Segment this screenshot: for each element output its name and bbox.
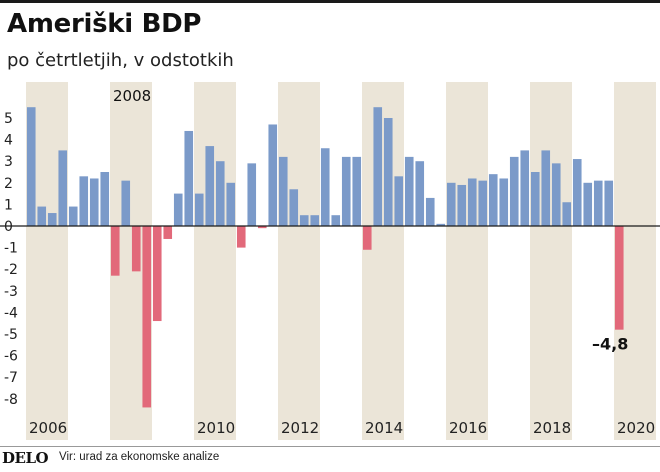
bar [152,226,162,322]
y-tick-label: -5 [4,327,18,343]
bar [194,193,204,226]
bar [446,182,456,226]
source-note: Vir: urad za ekonomske analize [59,451,220,463]
bar [383,118,393,226]
year-bands [26,82,656,440]
bar [394,176,404,226]
bar [467,178,477,226]
bar [530,172,540,226]
year-band [362,82,404,440]
y-tick-labels: 5 4 3 2 1 0 -1 -2 -3 -4 -5 -6 -7 -8 [4,111,18,408]
bar [436,223,446,226]
x-tick-label: 2020 [617,419,655,437]
year-band [446,82,488,440]
bar [541,150,551,226]
bar [478,180,488,226]
y-tick-label: -4 [4,305,18,321]
bar [352,156,362,226]
x-tick-label: 2014 [365,419,403,437]
y-tick-label: -1 [4,241,18,257]
bar [26,107,36,226]
bar [278,156,288,226]
y-tick-label: -8 [4,392,18,408]
y-tick-label: 3 [4,154,13,170]
bar [373,107,383,226]
year-band [278,82,320,440]
year-2008-annotation: 2008 [113,87,151,105]
y-tick-label: -3 [4,284,18,300]
y-tick-label: 5 [4,111,13,127]
delo-logo: DELO [2,449,49,467]
y-tick-label: 1 [4,197,13,213]
bar [331,215,341,226]
bar [110,226,120,276]
footer-rule [0,446,660,447]
bar [457,184,467,226]
top-rule [0,0,660,3]
bar [142,226,152,408]
chart-title: Ameriški BDP [7,9,202,39]
x-tick-label: 2012 [281,419,319,437]
bar [614,226,624,330]
bar [572,159,582,226]
bar [236,226,246,248]
bar [509,156,519,226]
bar [341,156,351,226]
bars [26,107,624,408]
bar [163,226,173,239]
bar [583,182,593,226]
bar [289,189,299,226]
bar [562,202,572,226]
y-tick-label: -2 [4,262,18,278]
bar [215,161,225,226]
latest-value-label: –4,8 [592,335,628,354]
bar [415,161,425,226]
bar [257,226,267,229]
bar [184,130,194,226]
bar [131,226,141,272]
bar [79,176,89,226]
x-tick-label: 2010 [197,419,235,437]
x-tick-label: 2018 [533,419,571,437]
bar [37,206,47,226]
bar [320,148,330,226]
x-tick-label: 2016 [449,419,487,437]
bar [58,150,68,226]
bar [425,197,435,226]
bar [499,178,509,226]
bar [68,206,78,226]
y-tick-label: -7 [4,370,18,386]
bar [488,174,498,226]
bar [593,180,603,226]
bar [247,163,257,226]
x-tick-label: 2006 [29,419,67,437]
bar [310,215,320,226]
year-band [194,82,236,440]
bar [362,226,372,250]
bar [299,215,309,226]
chart-subtitle: po četrtletjih, v odstotkih [7,50,234,71]
bar [604,180,614,226]
bar [89,178,99,226]
bar [226,182,236,226]
x-tick-labels: 2006 2010 2012 2014 2016 2018 2020 [29,419,655,437]
bar [173,193,183,226]
bar [268,124,278,226]
annotations: 2008 –4,8 [113,87,628,354]
year-band [530,82,572,440]
bar [47,213,57,226]
y-tick-label: -6 [4,349,18,365]
bar [100,172,110,226]
y-tick-label: 4 [4,133,13,149]
y-tick-label: 0 [4,219,13,235]
y-tick-label: 2 [4,176,13,192]
bar [205,146,215,226]
bar [404,156,414,226]
bar [121,180,131,226]
bar [520,150,530,226]
bar [551,163,561,226]
